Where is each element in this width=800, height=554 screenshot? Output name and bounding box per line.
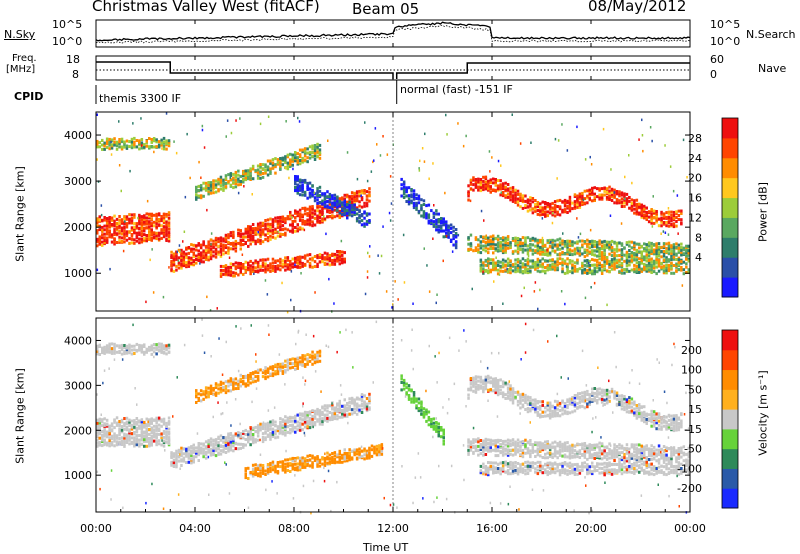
power-colorbar-tick-0: 28 [688,132,702,145]
velocity-colorbar-tick-3: 15 [688,403,702,416]
time-tick-label-6: 00:00 [674,522,706,535]
time-axis-label: Time UT [363,541,409,554]
power-colorbar-tick-4: 12 [688,211,702,224]
power-colorbar-frame [721,117,739,298]
noise-search-line [95,24,691,44]
noise-left-tick-top: 10^5 [52,18,83,31]
power-colorbar-swatch-8 [722,118,738,139]
power-colorbar-swatch-1 [722,257,738,278]
velocity-colorbar-swatch-4 [722,409,738,430]
power-colorbar-swatch-7 [722,137,738,159]
cpid-label: CPID [14,90,44,103]
noise-left-label: N.Sky [4,28,36,41]
velocity-colorbar-frame [721,329,739,509]
power-colorbar-swatch-3 [722,217,738,238]
noise-right-tick-top: 10^5 [710,18,741,31]
velocity-colorbar-swatch-5 [722,389,738,410]
velocity-colorbar-tick-0: 200 [681,344,702,357]
frequency-line [96,61,690,79]
time-tick-label-0: 00:00 [80,522,112,535]
power-colorbar-tick-5: 8 [695,231,702,244]
velocity-colorbar-tick-6: -100 [677,462,702,475]
velocity-colorbar-swatch-1 [722,468,738,489]
velocity-ytick-label-2: 2000 [64,424,92,437]
power-colorbar-swatch-6 [722,157,738,179]
beam-label: Beam 05 [352,0,420,18]
velocity-ytick-label-0: 4000 [64,334,92,347]
power-colorbar-tick-2: 20 [688,172,702,185]
time-tick-label-3: 12:00 [377,522,409,535]
velocity-colorbar-swatch-8 [722,330,738,351]
velocity-ytick-label-3: 1000 [64,469,92,482]
cpid-segment-1: themis 3300 IF [99,92,182,105]
time-tick-label-4: 16:00 [476,522,508,535]
noise-left-tick-bottom: 10^0 [52,35,83,48]
power-ytick-label-3: 1000 [64,267,92,280]
velocity-ytick-label-1: 3000 [64,379,92,392]
velocity-colorbar-tick-7: -200 [677,482,702,495]
freq-tick-bottom: 8 [72,68,79,81]
velocity-heatmap-cells [96,318,690,515]
time-tick-label-2: 08:00 [278,522,310,535]
velocity-colorbar-tick-2: 50 [688,383,702,396]
freq-label-line1: Freq. [12,53,37,64]
time-tick-label-5: 20:00 [575,522,607,535]
velocity-colorbar-swatch-2 [722,448,738,469]
power-colorbar-tick-3: 16 [688,192,702,205]
velocity-colorbar-tick-1: 100 [681,364,702,377]
power-colorbar-tick-1: 24 [688,152,702,165]
freq-label-line2: [MHz] [6,64,36,75]
noise-right-tick-bottom: 10^0 [710,35,741,48]
noise-sky-line [95,21,691,42]
nave-tick-bottom: 0 [710,68,717,81]
station-title: Christmas Valley West (fitACF) [92,0,320,15]
date-label: 08/May/2012 [588,0,687,15]
velocity-colorbar-tick-5: -50 [684,443,702,456]
power-ytick-label-1: 3000 [64,175,92,188]
velocity-colorbar-swatch-6 [722,369,738,390]
noise-right-label: N.Search [746,28,796,41]
velocity-colorbar-swatch-7 [722,349,738,371]
power-colorbar-swatch-0 [722,277,738,298]
velocity-colorbar-swatch-3 [722,428,738,450]
power-colorbar-tick-6: 4 [695,251,702,264]
power-heatmap-cells [96,112,690,314]
nave-tick-top: 60 [710,53,724,66]
power-colorbar-swatch-5 [722,177,738,199]
power-ytick-label-0: 4000 [64,129,92,142]
power-ytick-label-2: 2000 [64,221,92,234]
power-colorbar-swatch-2 [722,237,738,258]
nave-label: Nave [758,62,787,75]
power-colorbar-swatch-4 [722,197,738,218]
freq-tick-top: 18 [66,53,80,66]
cpid-segment-2: normal (fast) -151 IF [400,83,513,96]
velocity-colorbar-swatch-0 [722,488,738,509]
time-tick-label-1: 04:00 [179,522,211,535]
velocity-colorbar-tick-4: -15 [684,423,702,436]
